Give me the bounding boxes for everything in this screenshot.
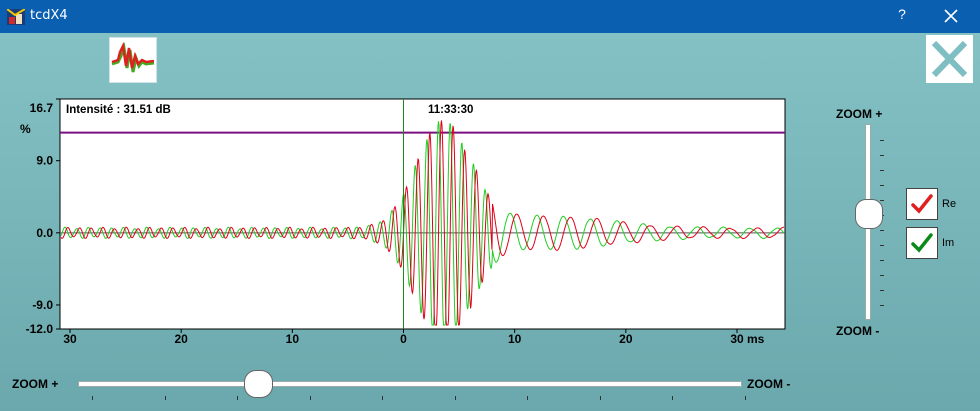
y-unit-label: % [20, 122, 31, 136]
zoom-horizontal-thumb[interactable] [244, 370, 273, 398]
zoom-horizontal-track[interactable] [78, 381, 742, 387]
close-icon [944, 9, 958, 23]
zoom-h-tick [237, 396, 238, 400]
window-title: tcdX4 [30, 8, 68, 23]
zoom-h-tick [309, 396, 311, 400]
zoom-v-tick [880, 155, 884, 156]
zoom-v-tick [880, 230, 884, 231]
title-bar: tcdX4 ? [0, 0, 980, 33]
series-re-line [60, 120, 784, 326]
y-tick-label: 9.0 [36, 154, 53, 168]
big-x-icon [931, 40, 968, 78]
zoom-h-tick [382, 396, 383, 400]
waveform-icon [111, 41, 155, 73]
zoom-h-tick [454, 396, 456, 400]
zoom-v-tick [880, 140, 884, 141]
y-tick-label: 16.7 [30, 101, 54, 115]
checkmark-icon [911, 233, 933, 253]
re-toggle-label: Re [942, 198, 957, 210]
im-toggle-label: Im [942, 237, 955, 249]
waveform-button[interactable] [109, 37, 157, 83]
zoom-v-plus-label: ZOOM + [836, 107, 883, 121]
waveform-chart: 16.7 9.0 0.0 -9.0 -12.0 30 20 10 0 10 20 30 Intens… [20, 98, 786, 346]
close-button[interactable] [938, 4, 964, 28]
re-toggle[interactable] [906, 188, 938, 220]
zoom-h-minus-label: ZOOM - [747, 377, 791, 391]
zoom-h-tick [92, 396, 93, 400]
x-tick-label: 30 [730, 332, 744, 346]
y-tick-label: -9.0 [32, 298, 53, 312]
zoom-h-tick [599, 396, 601, 400]
x-tick-label: 0 [400, 332, 407, 346]
app-icon [7, 9, 25, 25]
x-tick-label: 20 [619, 332, 633, 346]
zoom-h-plus-label: ZOOM + [12, 377, 59, 391]
zoom-v-minus-label: ZOOM - [836, 324, 880, 338]
zoom-h-tick [164, 396, 166, 400]
zoom-v-tick [880, 245, 884, 246]
x-tick-label: 30 [63, 332, 77, 346]
zoom-v-tick [880, 305, 884, 306]
zoom-h-tick [672, 396, 673, 400]
checkmark-icon [911, 194, 933, 214]
zoom-v-tick [880, 275, 884, 276]
im-toggle[interactable] [906, 227, 938, 259]
zoom-h-tick [527, 396, 528, 400]
exit-button[interactable] [926, 35, 973, 83]
help-button[interactable]: ? [898, 6, 906, 22]
zoom-v-tick [880, 290, 884, 291]
zoom-v-tick [880, 200, 884, 201]
zoom-v-tick [880, 260, 884, 261]
zoom-v-tick [880, 185, 884, 186]
y-tick-label: 0.0 [36, 226, 53, 240]
cursor-time-label: 11:33:30 [428, 104, 473, 116]
y-tick-label: -12.0 [26, 322, 54, 336]
x-tick-label: 10 [286, 332, 300, 346]
x-tick-label: 20 [174, 332, 188, 346]
zoom-v-tick [880, 170, 884, 171]
x-tick-label: 10 [508, 332, 522, 346]
intensity-label: Intensité : 31.51 dB [66, 104, 171, 116]
x-unit-label: ms [747, 332, 765, 346]
zoom-vertical-thumb[interactable] [855, 199, 883, 229]
zoom-h-tick [744, 396, 746, 400]
